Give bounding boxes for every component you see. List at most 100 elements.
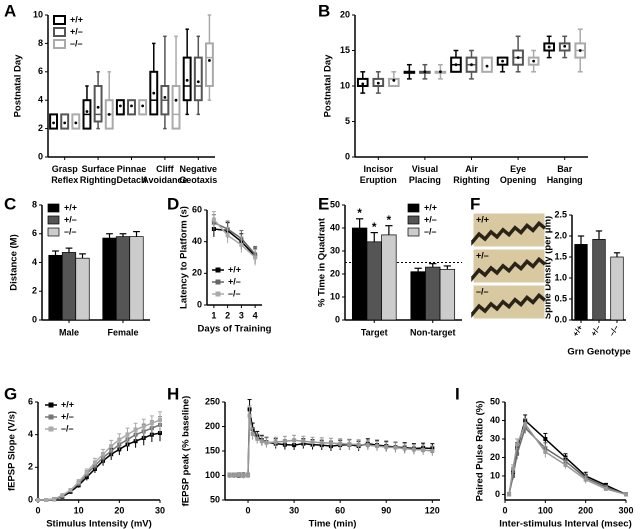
bar [129, 236, 144, 321]
micrograph-label: +/– [476, 250, 489, 260]
x-tick-label: Female [107, 327, 138, 337]
bar [75, 257, 90, 321]
mean-dot [578, 49, 582, 52]
x-tick-label: 300 [618, 505, 633, 515]
marker [211, 217, 216, 222]
marker [347, 442, 352, 447]
marker [52, 497, 57, 502]
legend-marker [48, 426, 54, 432]
y-tick-label: 10 [490, 470, 500, 480]
x-tick-label-line: Surface [82, 164, 115, 174]
x-tick-label: Incisor Eruption [360, 164, 397, 185]
y-tick-label: 1.5 [554, 251, 567, 261]
marker [236, 473, 241, 478]
x-tick-label: 3 [239, 310, 244, 320]
legend-label: +/+ [70, 14, 83, 24]
x-tick-label-line: Detach [116, 175, 146, 185]
x-tick-label: 4 [253, 310, 258, 320]
x-axis-label: Inter-stimulus Interval (msec) [499, 519, 632, 529]
significance: * [357, 206, 362, 220]
legend-swatch [407, 203, 420, 213]
series-line [508, 419, 627, 496]
legend-swatch [407, 215, 420, 225]
y-tick-label: 20 [340, 9, 350, 19]
x-tick-label: Cliff Avoidance [142, 164, 187, 185]
marker [365, 443, 370, 448]
box [481, 56, 493, 73]
x-tick-label-line: Eye [510, 164, 526, 174]
bar [115, 236, 131, 321]
y-tick-label: 40 [330, 222, 340, 232]
marker [282, 439, 287, 444]
marker [247, 413, 252, 418]
box [127, 99, 136, 116]
x-tick-label: 30 [289, 505, 299, 515]
dendrite [471, 292, 547, 318]
marker [603, 486, 608, 491]
x-tick-label: 120 [425, 505, 440, 515]
panel-letter: C [4, 194, 16, 213]
marker [253, 255, 258, 260]
y-axis-label: fEPSP Slope (V/s) [7, 411, 18, 491]
y-axis-label: Postnatal Day [13, 54, 24, 118]
mean-dot [152, 91, 156, 95]
y-tick-label: 10 [33, 9, 43, 19]
mean-dot [141, 104, 145, 108]
x-tick-label-line: Righting [80, 175, 117, 185]
micrograph-label: +/+ [476, 214, 489, 224]
mean-dot [392, 78, 396, 82]
marker [430, 449, 435, 453]
series-line [38, 419, 161, 501]
y-tick-label: 20 [330, 268, 340, 278]
marker [109, 444, 114, 449]
mean-dot [439, 70, 442, 74]
y-tick-label: 40 [490, 415, 500, 425]
box [171, 85, 181, 130]
bar [410, 271, 426, 321]
legend-label: +/– [61, 411, 74, 421]
x-tick-label: Target [361, 327, 388, 337]
marker [149, 421, 154, 426]
y-tick-label: 0 [38, 151, 43, 161]
panel-letter: H [167, 384, 179, 403]
marker [241, 473, 246, 478]
mean-dot [376, 81, 380, 85]
legend-swatch [47, 227, 60, 237]
x-axis-label: Stimulus Intensity (mV) [46, 519, 152, 529]
box [115, 99, 125, 116]
y-tick-label: 30 [490, 433, 500, 443]
bar [366, 241, 382, 321]
x-tick-label-line: Bar [557, 164, 573, 174]
y-tick-label: 50 [490, 396, 500, 406]
marker [319, 440, 324, 445]
y-tick-label: 4 [32, 257, 37, 267]
legend-swatch [53, 39, 66, 49]
box [182, 56, 192, 102]
x-tick-label-line: Hanging [547, 175, 583, 185]
y-tick-label: 60 [192, 204, 202, 214]
y-tick-label: 8 [32, 199, 37, 209]
marker [328, 441, 333, 446]
y-tick-label: 250 [205, 396, 220, 406]
y-axis-label: fEPSP peak (% baseline) [181, 396, 192, 507]
y-axis-label: Latency to Platform (s) [179, 206, 190, 309]
y-axis-label: Spine Density (per μm) [543, 216, 554, 319]
marker [44, 498, 49, 502]
marker [125, 432, 130, 437]
x-tick-label: 2 [225, 310, 230, 320]
x-tick-label-line: Opening [500, 175, 537, 185]
legend-marker [215, 267, 221, 273]
legend-label: +/– [424, 214, 437, 224]
panel-letter: F [470, 194, 480, 213]
legend-label: +/+ [64, 202, 77, 212]
y-tick-label: 100 [205, 470, 220, 480]
marker [292, 438, 297, 443]
mean-dot [85, 110, 89, 113]
y-tick-label: 8 [38, 38, 43, 48]
bar [381, 234, 397, 321]
marker [225, 233, 230, 238]
y-tick-label: 6 [38, 66, 43, 76]
bar [425, 266, 441, 321]
marker [375, 444, 380, 449]
